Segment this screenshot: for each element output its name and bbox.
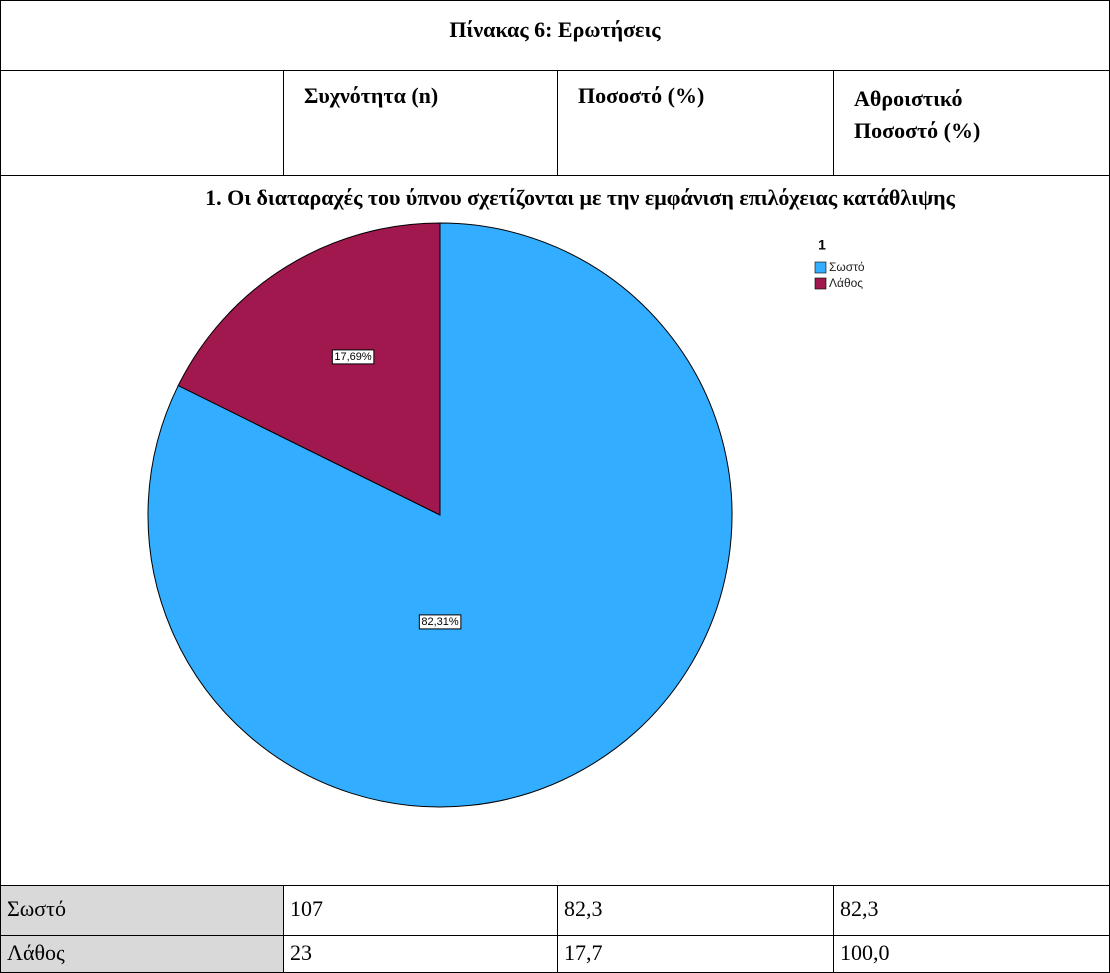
legend-swatch <box>814 261 827 274</box>
header-text: Αθροιστικό Ποσοστό (%) <box>854 86 981 143</box>
pie-label-box <box>418 614 462 630</box>
pie-slice <box>177 222 441 516</box>
row-label: Λάθος <box>0 935 284 973</box>
legend-label: Λάθος <box>829 276 863 290</box>
pie-label: 17,69% <box>334 351 372 363</box>
chart-title: 1. Οι διαταραχές του ύπνου σχετίζονται μ… <box>205 185 956 210</box>
legend-swatch <box>814 277 827 290</box>
row-label: Σωστό <box>0 885 284 936</box>
legend-title: 1 <box>818 237 826 253</box>
header-cell: Ποσοστό (%) <box>557 70 834 176</box>
legend-label: Σωστό <box>829 260 865 274</box>
pie-label: 82,31% <box>421 616 459 628</box>
pie-label-box <box>331 349 375 365</box>
header-cell: Αθροιστικό Ποσοστό (%) <box>833 70 1110 176</box>
